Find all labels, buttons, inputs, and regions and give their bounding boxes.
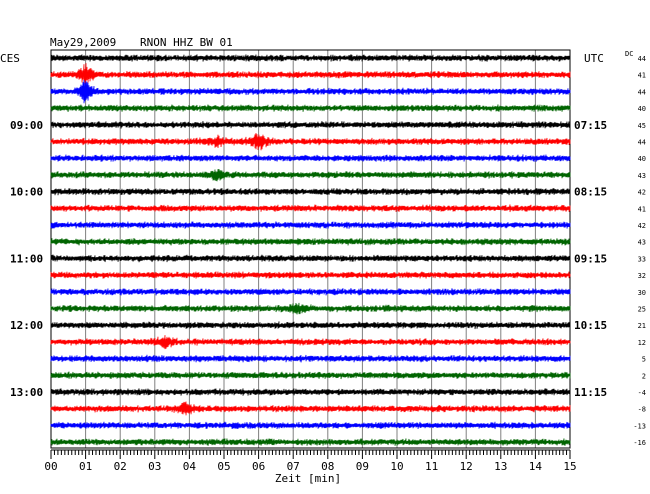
x-tick-label: 06: [252, 460, 265, 473]
seismic-trace: [50, 121, 571, 129]
dc-offset-label: 40: [638, 105, 646, 113]
plot-frame: [50, 49, 571, 449]
dc-offset-label: 43: [638, 239, 646, 247]
left-time-label: 13:00: [10, 386, 43, 399]
dc-offset-label: 32: [638, 272, 646, 280]
right-time-label: 11:15: [574, 386, 607, 399]
dc-label: DC: [625, 50, 633, 58]
dc-offset-label: 43: [638, 172, 646, 180]
right-time-label: 10:15: [574, 319, 607, 332]
seismic-trace: [50, 221, 571, 229]
x-tick-label: 15: [563, 460, 576, 473]
dc-offset-label: 42: [638, 222, 646, 230]
x-tick-label: 09: [356, 460, 369, 473]
seismic-trace: [50, 421, 571, 430]
dc-offset-label: -4: [638, 389, 646, 397]
right-time-label: 09:15: [574, 252, 607, 265]
seismic-trace: [50, 204, 571, 213]
seismic-trace: [50, 187, 571, 196]
seismic-trace: [50, 237, 571, 246]
x-tick-label: 00: [44, 460, 57, 473]
seismic-trace: [50, 154, 571, 162]
dc-offset-label: 44: [638, 139, 646, 147]
x-tick-label: 01: [79, 460, 92, 473]
left-time-label: 11:00: [10, 252, 43, 265]
x-tick-label: 03: [148, 460, 161, 473]
seismic-trace: [50, 371, 571, 380]
seismic-trace: [50, 401, 571, 416]
seismic-trace: [50, 271, 571, 279]
x-tick-label: 13: [494, 460, 507, 473]
left-time-label: 12:00: [10, 319, 43, 332]
dc-offset-label: 30: [638, 289, 646, 297]
grid-lines: [50, 49, 571, 449]
dc-offset-label: 21: [638, 322, 646, 330]
seismic-trace: [50, 438, 571, 446]
x-tick-label: 08: [321, 460, 334, 473]
dc-offset-label: 45: [638, 122, 646, 130]
seismic-trace: [50, 254, 571, 263]
label-layer: 09:00 10:00 11:00 12:00 13:00 07:15 08:15 09:15…: [10, 55, 646, 473]
x-tick-label: 07: [287, 460, 300, 473]
dc-offset-label: 25: [638, 306, 646, 314]
seismic-trace: [50, 63, 571, 89]
date-label: May29,2009: [50, 36, 116, 49]
x-tick-label: 02: [114, 460, 127, 473]
seismic-trace: [50, 388, 571, 396]
seismic-trace: [50, 302, 571, 315]
right-time-label: 08:15: [574, 186, 607, 199]
dc-offset-label: -8: [638, 406, 646, 414]
dc-offset-label: 41: [638, 205, 646, 213]
left-time-label: 09:00: [10, 119, 43, 132]
x-tick-label: 11: [425, 460, 438, 473]
seismic-trace: [50, 79, 571, 104]
x-tick-label: 05: [217, 460, 230, 473]
x-tick-label: 10: [390, 460, 403, 473]
seismic-trace: [50, 168, 571, 182]
seismic-trace: [50, 288, 571, 296]
dc-offset-label: -16: [633, 439, 646, 447]
seismic-trace: [50, 132, 571, 151]
seismic-trace: [50, 354, 571, 363]
seismic-trace: [50, 104, 571, 112]
seismic-trace: [50, 54, 571, 62]
dc-offset-label: 40: [638, 155, 646, 163]
dc-offset-label: 44: [638, 55, 646, 63]
dc-offset-label: 2: [642, 372, 646, 380]
right-time-label: 07:15: [574, 119, 607, 132]
dc-offset-label: 44: [638, 88, 646, 96]
seismic-trace: [50, 321, 571, 330]
left-time-label: 10:00: [10, 186, 43, 199]
trace-layer: [50, 54, 571, 446]
dc-offset-label: 42: [638, 189, 646, 197]
dc-offset-label: 12: [638, 339, 646, 347]
right-timezone-label: UTC: [584, 52, 604, 65]
x-axis-title: Zeit [min]: [275, 472, 341, 485]
seismic-trace: [50, 335, 571, 350]
left-timezone-label: CES: [0, 52, 20, 65]
dc-offset-label: -13: [633, 422, 646, 430]
x-tick-label: 12: [460, 460, 473, 473]
dc-offset-label: 33: [638, 255, 646, 263]
x-tick-label: 04: [183, 460, 197, 473]
dc-offset-label: 5: [642, 356, 646, 364]
x-tick-label: 14: [529, 460, 543, 473]
station-label: RNON HHZ BW 01: [140, 36, 233, 49]
dc-offset-label: 41: [638, 72, 646, 80]
